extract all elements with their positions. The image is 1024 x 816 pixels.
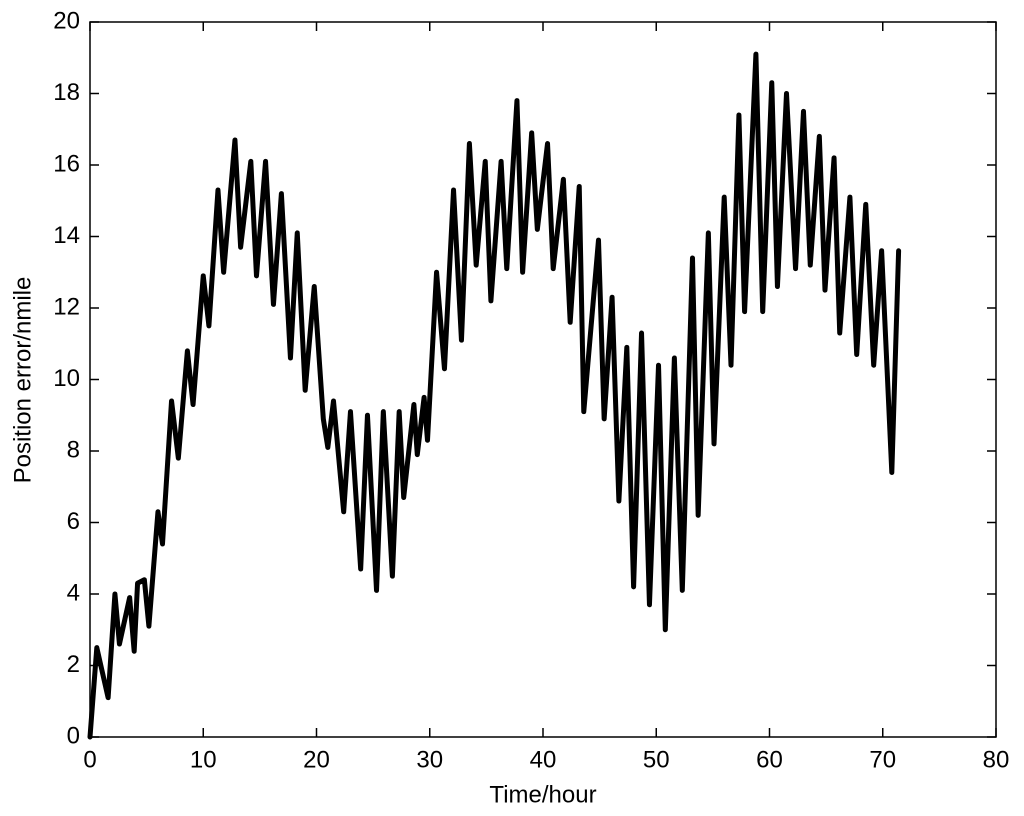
x-tick-label: 60	[756, 746, 783, 773]
y-tick-label: 8	[67, 436, 80, 463]
y-tick-label: 14	[53, 222, 80, 249]
y-tick-label: 18	[53, 79, 80, 106]
x-tick-label: 80	[983, 746, 1010, 773]
y-tick-label: 0	[67, 722, 80, 749]
y-axis-label: Position error/nmile	[9, 277, 36, 484]
y-tick-label: 4	[67, 579, 80, 606]
x-tick-label: 40	[530, 746, 557, 773]
y-tick-label: 12	[53, 293, 80, 320]
x-axis-label: Time/hour	[489, 781, 596, 808]
data-line	[87, 51, 902, 740]
x-tick-label: 50	[643, 746, 670, 773]
y-tick-label: 6	[67, 508, 80, 535]
x-tick-label: 20	[303, 746, 330, 773]
y-tick-label: 20	[53, 7, 80, 34]
x-tick-label: 70	[869, 746, 896, 773]
y-tick-label: 10	[53, 365, 80, 392]
x-tick-label: 0	[83, 746, 96, 773]
y-tick-label: 16	[53, 150, 80, 177]
x-tick-label: 10	[190, 746, 217, 773]
plot-box	[89, 21, 997, 738]
x-tick-label: 30	[416, 746, 443, 773]
y-tick-label: 2	[67, 651, 80, 678]
